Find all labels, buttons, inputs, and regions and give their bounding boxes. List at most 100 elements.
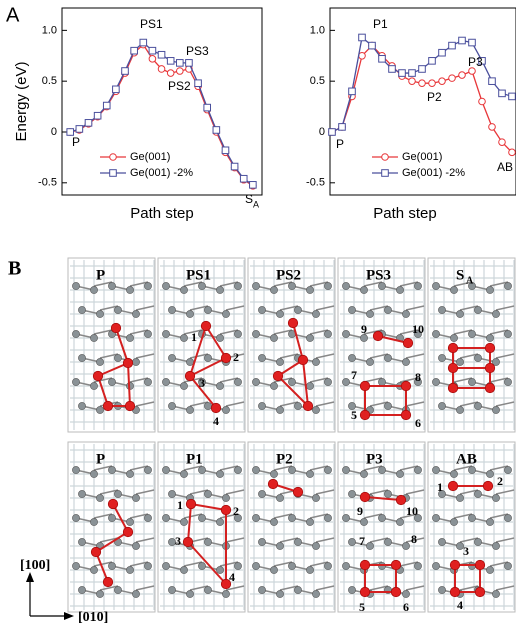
atom bbox=[222, 310, 230, 318]
bond bbox=[369, 353, 389, 359]
atom-number: 3 bbox=[175, 534, 181, 548]
atom bbox=[78, 538, 86, 546]
atom bbox=[72, 330, 80, 338]
bond bbox=[309, 281, 329, 287]
atom bbox=[204, 354, 212, 362]
x-axis-label: Path step bbox=[130, 205, 193, 222]
bond bbox=[225, 401, 245, 407]
atom bbox=[186, 310, 194, 318]
legend-marker bbox=[381, 153, 389, 161]
point bbox=[176, 59, 184, 67]
atom bbox=[312, 494, 320, 502]
atom-number: 6 bbox=[403, 600, 409, 614]
atom bbox=[492, 406, 500, 414]
atom bbox=[378, 514, 386, 522]
atom bbox=[360, 334, 368, 342]
bond bbox=[219, 329, 239, 335]
red-atom bbox=[359, 586, 371, 598]
bond bbox=[129, 329, 149, 335]
annotation-subscript: A bbox=[253, 199, 259, 209]
point bbox=[102, 101, 111, 110]
y-axis-label: Energy (eV) bbox=[13, 61, 30, 141]
atom bbox=[468, 466, 476, 474]
point bbox=[438, 48, 446, 57]
bond bbox=[129, 281, 149, 287]
atom bbox=[468, 514, 476, 522]
atom bbox=[486, 518, 494, 526]
atom bbox=[276, 590, 284, 598]
bond bbox=[273, 329, 293, 335]
bond bbox=[309, 561, 329, 567]
red-atom bbox=[292, 486, 304, 498]
atom bbox=[252, 562, 260, 570]
bond bbox=[183, 561, 203, 567]
atom bbox=[456, 310, 464, 318]
red-atom bbox=[102, 400, 114, 412]
atom bbox=[324, 282, 332, 290]
structure-panel: AB 1 2 3 4 bbox=[427, 441, 516, 613]
bond bbox=[363, 329, 383, 335]
atom bbox=[384, 490, 392, 498]
point bbox=[468, 67, 476, 75]
atom bbox=[198, 466, 206, 474]
atom bbox=[276, 542, 284, 550]
atom bbox=[306, 470, 314, 478]
structure-panel: P1 1 2 3 4 bbox=[157, 441, 246, 613]
plot-area bbox=[328, 33, 516, 157]
structure-label: P3 bbox=[366, 451, 383, 467]
atom bbox=[78, 402, 86, 410]
atom-number: 4 bbox=[229, 570, 235, 584]
red-atom bbox=[449, 586, 461, 598]
bond bbox=[369, 305, 389, 311]
red-bond bbox=[189, 375, 217, 409]
atom bbox=[360, 470, 368, 478]
atom bbox=[276, 310, 284, 318]
atom bbox=[180, 566, 188, 574]
atom bbox=[342, 562, 350, 570]
atom bbox=[486, 470, 494, 478]
atom bbox=[132, 310, 140, 318]
atom bbox=[108, 378, 116, 386]
atom bbox=[348, 306, 356, 314]
annotation: P1 bbox=[373, 17, 388, 31]
structure-label: S bbox=[456, 267, 464, 283]
atom bbox=[504, 562, 512, 570]
red-bond bbox=[190, 503, 227, 511]
bond bbox=[129, 561, 149, 567]
bond bbox=[279, 401, 299, 407]
bond bbox=[495, 489, 515, 495]
atom bbox=[180, 518, 188, 526]
atom bbox=[90, 334, 98, 342]
bond bbox=[453, 329, 473, 335]
atom bbox=[162, 466, 170, 474]
atom bbox=[216, 566, 224, 574]
direction-label: [100] bbox=[20, 558, 50, 573]
atom bbox=[432, 514, 440, 522]
atom bbox=[288, 378, 296, 386]
atom bbox=[396, 286, 404, 294]
atom bbox=[252, 466, 260, 474]
bond bbox=[405, 353, 425, 359]
y-tick-label: 1.0 bbox=[310, 24, 325, 36]
atom bbox=[288, 466, 296, 474]
atom bbox=[234, 562, 242, 570]
atom bbox=[366, 310, 374, 318]
bond bbox=[183, 513, 203, 519]
atom bbox=[216, 518, 224, 526]
atom bbox=[438, 354, 446, 362]
atom bbox=[504, 466, 512, 474]
atom bbox=[144, 514, 152, 522]
bond bbox=[273, 465, 293, 471]
atom bbox=[270, 566, 278, 574]
atom bbox=[468, 330, 476, 338]
point bbox=[478, 97, 486, 106]
atom bbox=[288, 282, 296, 290]
atom bbox=[72, 378, 80, 386]
atom bbox=[234, 282, 242, 290]
red-bond bbox=[189, 357, 227, 377]
atom bbox=[168, 354, 176, 362]
atom bbox=[144, 282, 152, 290]
atom bbox=[108, 514, 116, 522]
atom bbox=[96, 590, 104, 598]
point bbox=[488, 123, 496, 131]
